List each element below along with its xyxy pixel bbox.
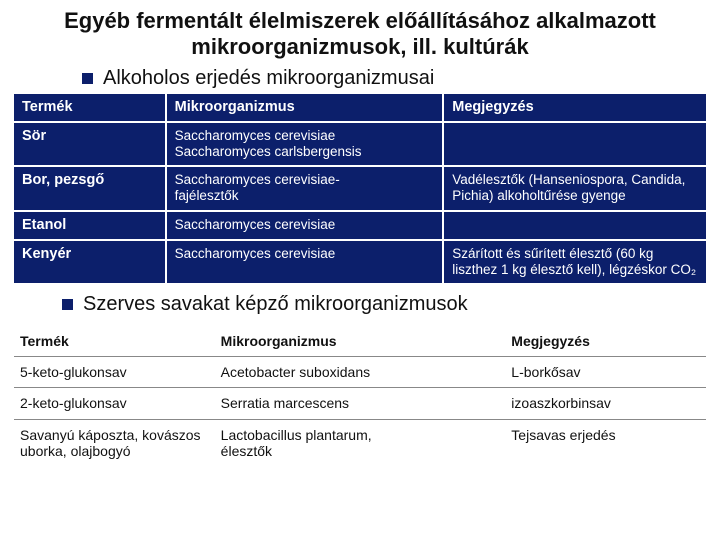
cell-organism: Serratia marcescens <box>215 388 506 419</box>
table-row: Kenyér Saccharomyces cerevisiae Szárítot… <box>13 240 707 284</box>
cell-organism: Saccharomyces cerevisiaeSaccharomyces ca… <box>166 122 444 166</box>
page-title: Egyéb fermentált élelmiszerek előállítás… <box>12 8 708 67</box>
bullet-icon <box>82 73 93 84</box>
cell-organism: Saccharomyces cerevisiae-fajélesztők <box>166 166 444 210</box>
section1-label: Alkoholos erjedés mikroorganizmusai <box>103 67 434 90</box>
table-row: Savanyú káposzta, kovászos uborka, olajb… <box>14 419 706 466</box>
col-note: Megjegyzés <box>443 93 707 123</box>
table-header-row: Termék Mikroorganizmus Megjegyzés <box>13 93 707 123</box>
section2-heading: Szerves savakat képző mikroorganizmusok <box>12 293 708 316</box>
table-row: Etanol Saccharomyces cerevisiae <box>13 211 707 241</box>
cell-note <box>443 211 707 241</box>
cell-product: Kenyér <box>13 240 166 284</box>
cell-note: Vadélesztők (Hanseniospora, Candida, Pic… <box>443 166 707 210</box>
cell-organism: Lactobacillus plantarum,élesztők <box>215 419 506 466</box>
cell-note: Tejsavas erjedés <box>505 419 706 466</box>
table-header-row: Termék Mikroorganizmus Megjegyzés <box>14 326 706 357</box>
bullet-icon <box>62 299 73 310</box>
table-row: Sör Saccharomyces cerevisiaeSaccharomyce… <box>13 122 707 166</box>
cell-note: L-borkősav <box>505 357 706 388</box>
cell-product: Bor, pezsgő <box>13 166 166 210</box>
table-organic-acids: Termék Mikroorganizmus Megjegyzés 5-keto… <box>14 326 706 465</box>
cell-organism: Saccharomyces cerevisiae <box>166 211 444 241</box>
cell-product: Sör <box>13 122 166 166</box>
col-product: Termék <box>14 326 215 357</box>
col-organism: Mikroorganizmus <box>215 326 506 357</box>
section1-heading: Alkoholos erjedés mikroorganizmusai <box>12 67 708 90</box>
cell-note <box>443 122 707 166</box>
cell-organism: Acetobacter suboxidans <box>215 357 506 388</box>
section2-label: Szerves savakat képző mikroorganizmusok <box>83 293 468 316</box>
table-row: Bor, pezsgő Saccharomyces cerevisiae-faj… <box>13 166 707 210</box>
cell-product: 5-keto-glukonsav <box>14 357 215 388</box>
cell-product: Etanol <box>13 211 166 241</box>
table-alcohol-fermentation: Termék Mikroorganizmus Megjegyzés Sör Sa… <box>12 92 708 285</box>
table-row: 5-keto-glukonsav Acetobacter suboxidans … <box>14 357 706 388</box>
cell-note: Szárított és sűrített élesztő (60 kg lis… <box>443 240 707 284</box>
cell-product: 2-keto-glukonsav <box>14 388 215 419</box>
cell-product: Savanyú káposzta, kovászos uborka, olajb… <box>14 419 215 466</box>
table-row: 2-keto-glukonsav Serratia marcescens izo… <box>14 388 706 419</box>
col-note: Megjegyzés <box>505 326 706 357</box>
col-organism: Mikroorganizmus <box>166 93 444 123</box>
col-product: Termék <box>13 93 166 123</box>
cell-organism: Saccharomyces cerevisiae <box>166 240 444 284</box>
cell-note: izoaszkorbinsav <box>505 388 706 419</box>
